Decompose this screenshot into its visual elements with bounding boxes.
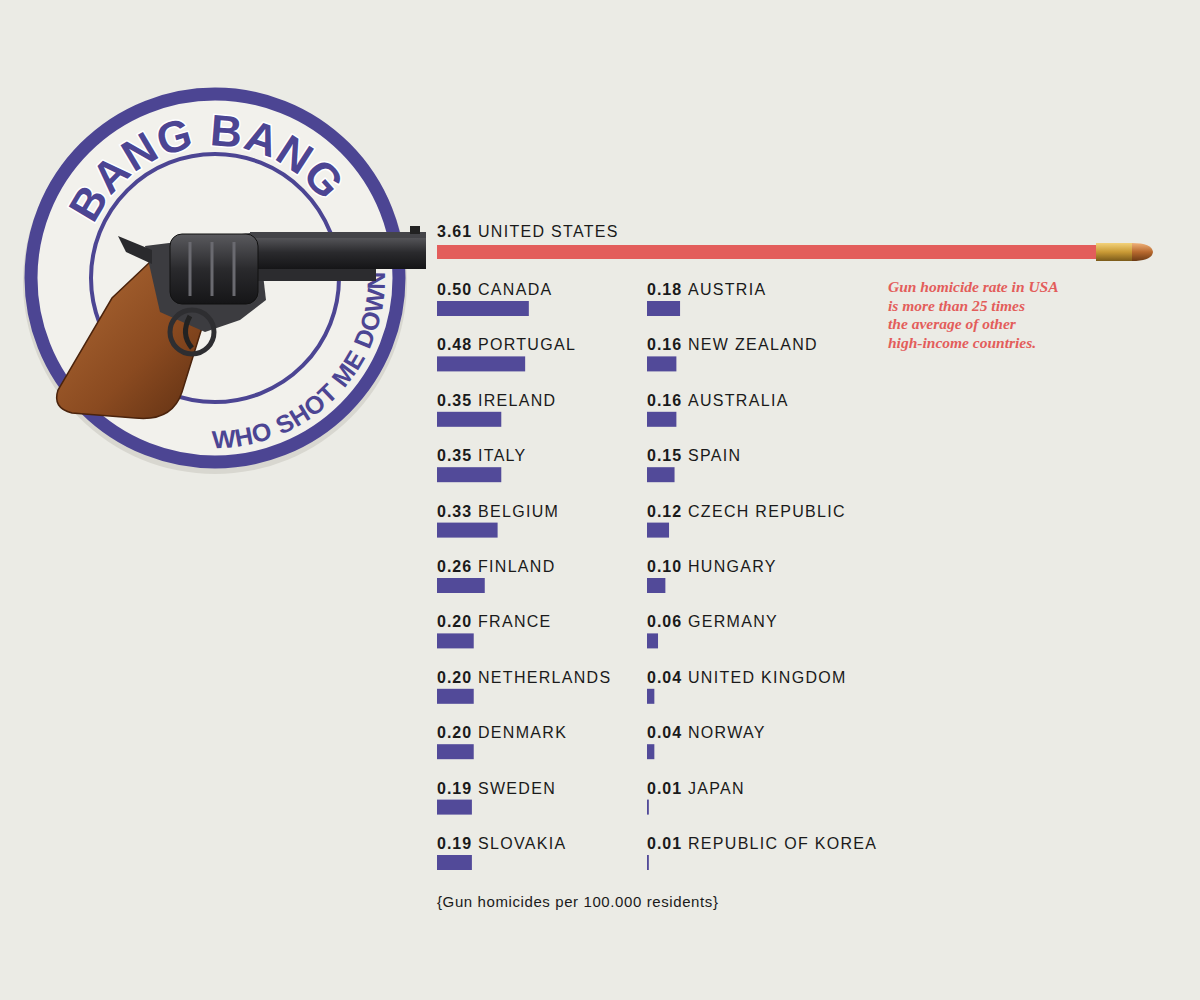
title: BANG BANG bbox=[59, 105, 354, 229]
bar bbox=[647, 855, 649, 870]
category-label: NEW ZEALAND bbox=[688, 336, 818, 353]
bar bbox=[647, 800, 649, 815]
data-label: 0.06 bbox=[647, 613, 682, 630]
labels: 3.61 0.50 0.48 0.35 0.35 0.33 0.26 0.20 0.20 0.20… bbox=[437, 223, 877, 852]
annotation-line: high-income countries. bbox=[888, 334, 1036, 351]
bar bbox=[647, 301, 680, 316]
bar bbox=[647, 356, 676, 371]
category-label: NORWAY bbox=[688, 724, 766, 741]
bar bbox=[437, 633, 474, 648]
bar bbox=[437, 800, 472, 815]
category-label: CANADA bbox=[478, 281, 552, 298]
category-label: FRANCE bbox=[478, 613, 552, 630]
data-label: 0.18 bbox=[647, 281, 682, 298]
revolver bbox=[57, 226, 426, 418]
category-label: NETHERLANDS bbox=[478, 669, 611, 686]
category-label: ITALY bbox=[478, 447, 527, 464]
data-label: 0.33 bbox=[437, 503, 472, 520]
bar bbox=[437, 245, 1100, 259]
title-path: BANG BANG bbox=[59, 105, 354, 229]
annotation-line: is more than 25 times bbox=[888, 297, 1025, 314]
barrel-rib bbox=[250, 232, 426, 238]
category-label: SWEDEN bbox=[478, 780, 556, 797]
category-label: DENMARK bbox=[478, 724, 567, 741]
category-label: IRELAND bbox=[478, 392, 556, 409]
bar bbox=[647, 523, 669, 538]
category-label: UNITED STATES bbox=[478, 223, 619, 240]
emblem-shadow bbox=[23, 90, 407, 474]
bar bbox=[647, 467, 675, 482]
data-label: 0.19 bbox=[437, 835, 472, 852]
data-label: 0.12 bbox=[647, 503, 682, 520]
category-label: UNITED KINGDOM bbox=[688, 669, 847, 686]
data-label: 0.19 bbox=[437, 780, 472, 797]
data-label: 0.04 bbox=[647, 724, 682, 741]
category-label: JAPAN bbox=[688, 780, 745, 797]
bar bbox=[647, 633, 658, 648]
data-label: 0.01 bbox=[647, 835, 682, 852]
bar bbox=[647, 744, 654, 759]
annotation: Gun homicide rate in USA is more than 25 … bbox=[888, 278, 1059, 351]
bullet-tip bbox=[1132, 243, 1153, 261]
data-label: 0.20 bbox=[437, 669, 472, 686]
ejector-rod bbox=[258, 269, 376, 281]
bar bbox=[437, 301, 529, 316]
barrel bbox=[250, 236, 426, 269]
data-label: 0.35 bbox=[437, 447, 472, 464]
data-label: 3.61 bbox=[437, 223, 472, 240]
cylinder-flute bbox=[233, 242, 236, 296]
category-label: HUNGARY bbox=[688, 558, 777, 575]
bar bbox=[647, 412, 676, 427]
category-label: FINLAND bbox=[478, 558, 556, 575]
annotation-line: Gun homicide rate in USA bbox=[888, 278, 1059, 295]
data-label: 0.15 bbox=[647, 447, 682, 464]
emblem: BANG BANGWHO SHOT ME DOWN? bbox=[23, 90, 407, 474]
plot-area bbox=[437, 245, 1100, 870]
bar bbox=[647, 689, 654, 704]
bullet-casing bbox=[1096, 243, 1132, 261]
category-label: CZECH REPUBLIC bbox=[688, 503, 846, 520]
data-label: 0.01 bbox=[647, 780, 682, 797]
cylinder-flute bbox=[189, 242, 192, 296]
category-label: SPAIN bbox=[688, 447, 741, 464]
bar bbox=[437, 523, 498, 538]
bullet bbox=[1096, 243, 1153, 261]
bar bbox=[437, 412, 501, 427]
annotation-line: the average of other bbox=[888, 315, 1017, 332]
chart-svg: BANG BANGWHO SHOT ME DOWN? 3.61 0.50 0.48 0.… bbox=[0, 0, 1200, 1000]
data-label: 0.16 bbox=[647, 392, 682, 409]
data-label: 0.35 bbox=[437, 392, 472, 409]
bar bbox=[437, 744, 474, 759]
data-label: 0.20 bbox=[437, 613, 472, 630]
front-sight bbox=[410, 226, 420, 234]
category-label: PORTUGAL bbox=[478, 336, 576, 353]
category-label: AUSTRIA bbox=[688, 281, 766, 298]
category-label: REPUBLIC OF KOREA bbox=[688, 835, 877, 852]
data-label: 0.16 bbox=[647, 336, 682, 353]
data-label: 0.04 bbox=[647, 669, 682, 686]
data-label: 0.26 bbox=[437, 558, 472, 575]
cylinder bbox=[170, 234, 258, 304]
category-label: AUSTRALIA bbox=[688, 392, 789, 409]
cylinder-flute bbox=[211, 242, 214, 296]
bar bbox=[647, 578, 665, 593]
data-label: 0.48 bbox=[437, 336, 472, 353]
footnote: {Gun homicides per 100.000 residents} bbox=[437, 893, 719, 910]
hammer bbox=[118, 236, 152, 264]
category-label: BELGIUM bbox=[478, 503, 559, 520]
emblem-ring bbox=[31, 94, 399, 462]
bar bbox=[437, 689, 474, 704]
bar bbox=[437, 356, 525, 371]
bar bbox=[437, 467, 501, 482]
trigger-guard bbox=[170, 310, 214, 354]
data-label: 0.10 bbox=[647, 558, 682, 575]
data-label: 0.50 bbox=[437, 281, 472, 298]
data-label: 0.20 bbox=[437, 724, 472, 741]
bar bbox=[437, 855, 472, 870]
bar bbox=[437, 578, 485, 593]
trigger bbox=[185, 316, 192, 348]
category-label: SLOVAKIA bbox=[478, 835, 566, 852]
category-label: GERMANY bbox=[688, 613, 778, 630]
